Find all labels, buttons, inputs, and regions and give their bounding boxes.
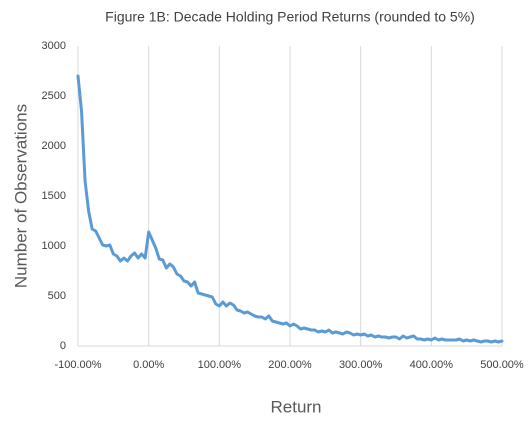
x-tick-label: -100.00%: [54, 359, 101, 371]
y-tick-label: 1500: [42, 190, 66, 202]
x-tick-label: 400.00%: [410, 359, 454, 371]
y-axis-title: Number of Observations: [11, 104, 30, 288]
y-tick-label: 3000: [42, 40, 66, 52]
y-tick-label: 2500: [42, 90, 66, 102]
y-tick-label: 1000: [42, 240, 66, 252]
chart-title: Figure 1B: Decade Holding Period Returns…: [105, 9, 475, 25]
data-line: [76, 74, 504, 344]
y-tick-label: 2000: [42, 140, 66, 152]
x-tick-label: 300.00%: [339, 359, 383, 371]
x-tick-label: 200.00%: [268, 359, 312, 371]
x-tick-label: 0.00%: [133, 359, 164, 371]
y-tick-label: 500: [48, 290, 66, 302]
x-axis-title: Return: [270, 397, 321, 416]
x-tick-label: 100.00%: [198, 359, 242, 371]
x-tick-label: 500.00%: [480, 359, 524, 371]
y-tick-label: 0: [60, 340, 66, 352]
